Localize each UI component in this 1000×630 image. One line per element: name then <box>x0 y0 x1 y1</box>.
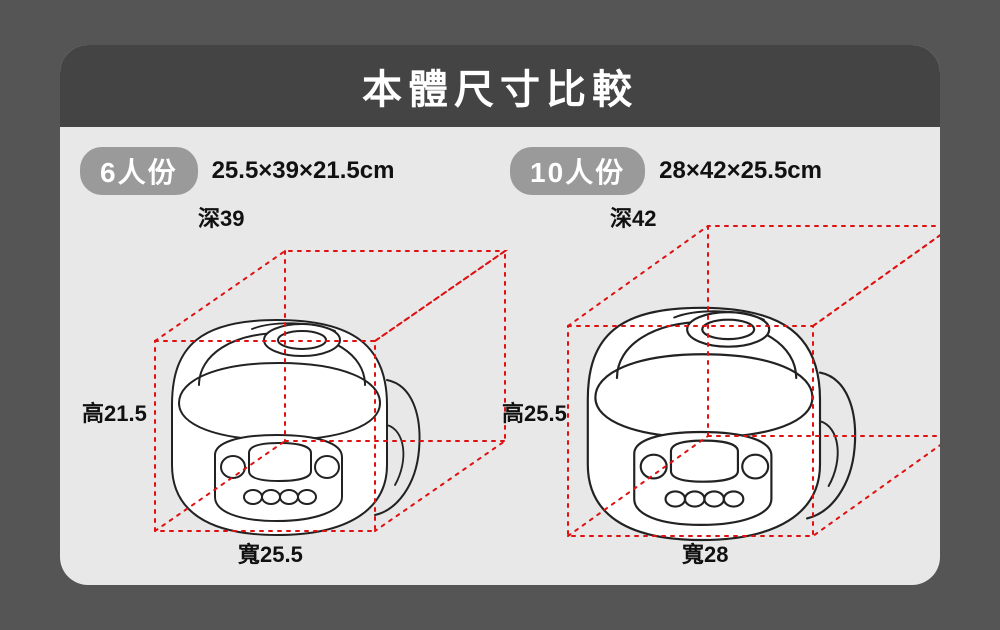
panel-6: 6人份 25.5×39×21.5cm 深39 高21.5 寬25.5 <box>60 127 500 585</box>
header-bar: 本體尺寸比較 <box>60 45 940 127</box>
svg-6 <box>80 201 510 571</box>
comparison-card: 本體尺寸比較 6人份 25.5×39×21.5cm 深39 高21.5 寬25.… <box>60 45 940 585</box>
pill-10: 10人份 <box>510 147 645 195</box>
body: 6人份 25.5×39×21.5cm 深39 高21.5 寬25.5 10人份 … <box>60 127 940 585</box>
panel-10: 10人份 28×42×25.5cm 深42 高25.5 寬28 <box>500 127 940 585</box>
pill-6: 6人份 <box>80 147 198 195</box>
pill-row: 6人份 25.5×39×21.5cm <box>80 147 490 195</box>
diagram-10: 深42 高25.5 寬28 <box>510 201 920 571</box>
dims-10: 28×42×25.5cm <box>659 157 822 185</box>
dims-6: 25.5×39×21.5cm <box>212 157 395 185</box>
diagram-6: 深39 高21.5 寬25.5 <box>80 201 490 571</box>
header-title: 本體尺寸比較 <box>362 57 638 115</box>
svg-10 <box>510 201 940 571</box>
pill-row: 10人份 28×42×25.5cm <box>510 147 920 195</box>
